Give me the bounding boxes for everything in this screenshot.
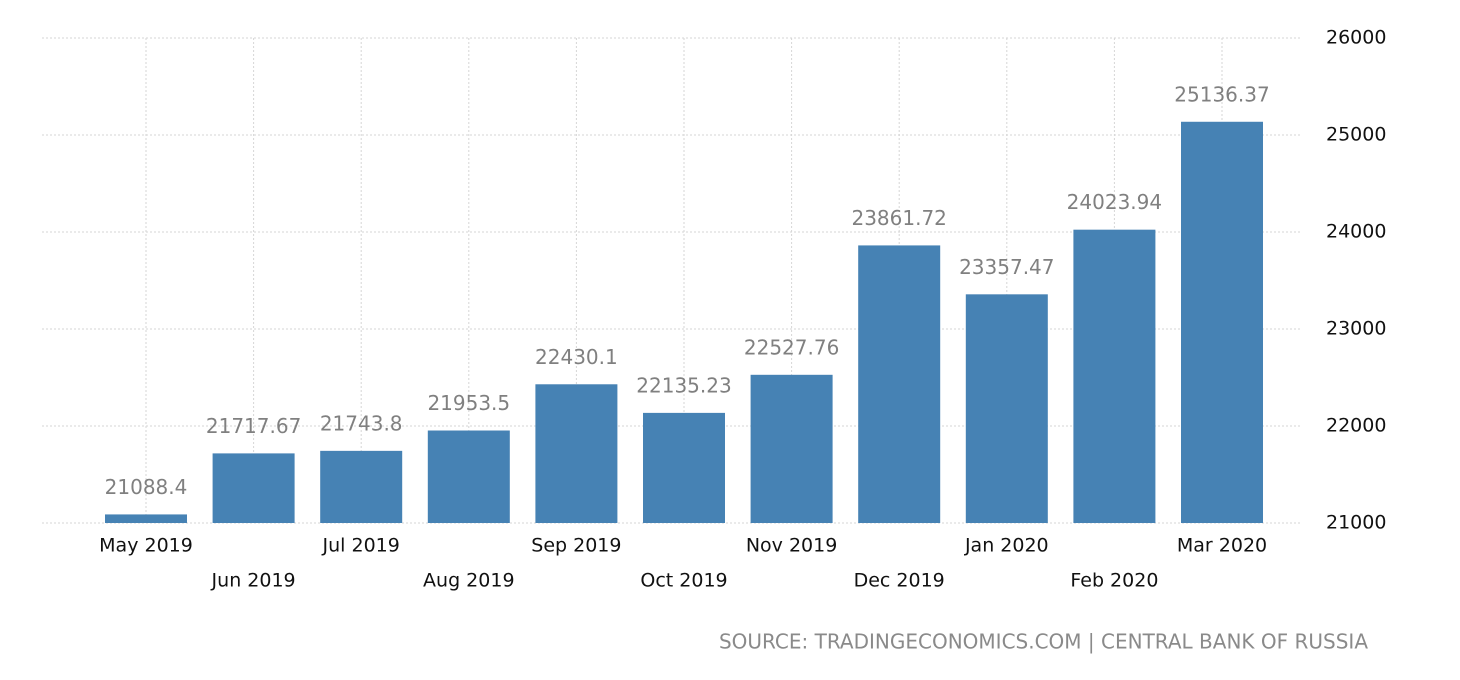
bar bbox=[320, 450, 403, 523]
bar bbox=[858, 245, 941, 524]
value-label: 21717.67 bbox=[206, 414, 301, 438]
x-tick-label: Nov 2019 bbox=[746, 535, 837, 557]
bar bbox=[212, 453, 295, 523]
x-tick-label: Oct 2019 bbox=[640, 570, 727, 592]
value-label: 22430.1 bbox=[535, 345, 618, 369]
value-label: 22527.76 bbox=[744, 335, 839, 359]
source: SOURCE: TRADINGECONOMICS.COM | CENTRAL B… bbox=[719, 630, 1368, 654]
bar bbox=[1073, 229, 1156, 523]
y-tick-label: 25000 bbox=[1326, 124, 1386, 146]
x-tick-label: Feb 2020 bbox=[1070, 570, 1158, 592]
x-tick-label: May 2019 bbox=[99, 535, 193, 557]
y-tick-label: 26000 bbox=[1326, 27, 1386, 49]
x-tick-label: Sep 2019 bbox=[531, 535, 621, 557]
x-tick-label: Jun 2019 bbox=[211, 570, 296, 592]
y-tick-label: 21000 bbox=[1326, 512, 1386, 534]
value-label: 21088.4 bbox=[105, 475, 188, 499]
bar bbox=[427, 430, 510, 523]
value-label: 23357.47 bbox=[959, 255, 1054, 279]
x-tick-label: Jul 2019 bbox=[322, 535, 400, 557]
bar bbox=[643, 412, 725, 523]
value-label: 22135.23 bbox=[636, 373, 731, 397]
y-tick-label: 22000 bbox=[1326, 415, 1386, 437]
x-tick-label: Jan 2020 bbox=[964, 535, 1049, 557]
x-tick-label: Dec 2019 bbox=[854, 570, 945, 592]
value-label: 24023.94 bbox=[1067, 190, 1162, 214]
value-label: 21743.8 bbox=[320, 411, 403, 435]
bar bbox=[750, 374, 833, 523]
bar bbox=[105, 514, 187, 523]
bar bbox=[965, 294, 1048, 523]
value-label: 23861.72 bbox=[851, 206, 946, 230]
value-label: 21953.5 bbox=[427, 391, 510, 415]
bar bbox=[535, 384, 618, 523]
y-tick-label: 23000 bbox=[1326, 318, 1386, 340]
bar bbox=[1181, 121, 1263, 524]
x-tick-label: Aug 2019 bbox=[423, 570, 515, 592]
x-tick-label: Mar 2020 bbox=[1177, 535, 1267, 557]
y-tick-label: 24000 bbox=[1326, 221, 1386, 243]
value-label: 25136.37 bbox=[1174, 82, 1269, 106]
